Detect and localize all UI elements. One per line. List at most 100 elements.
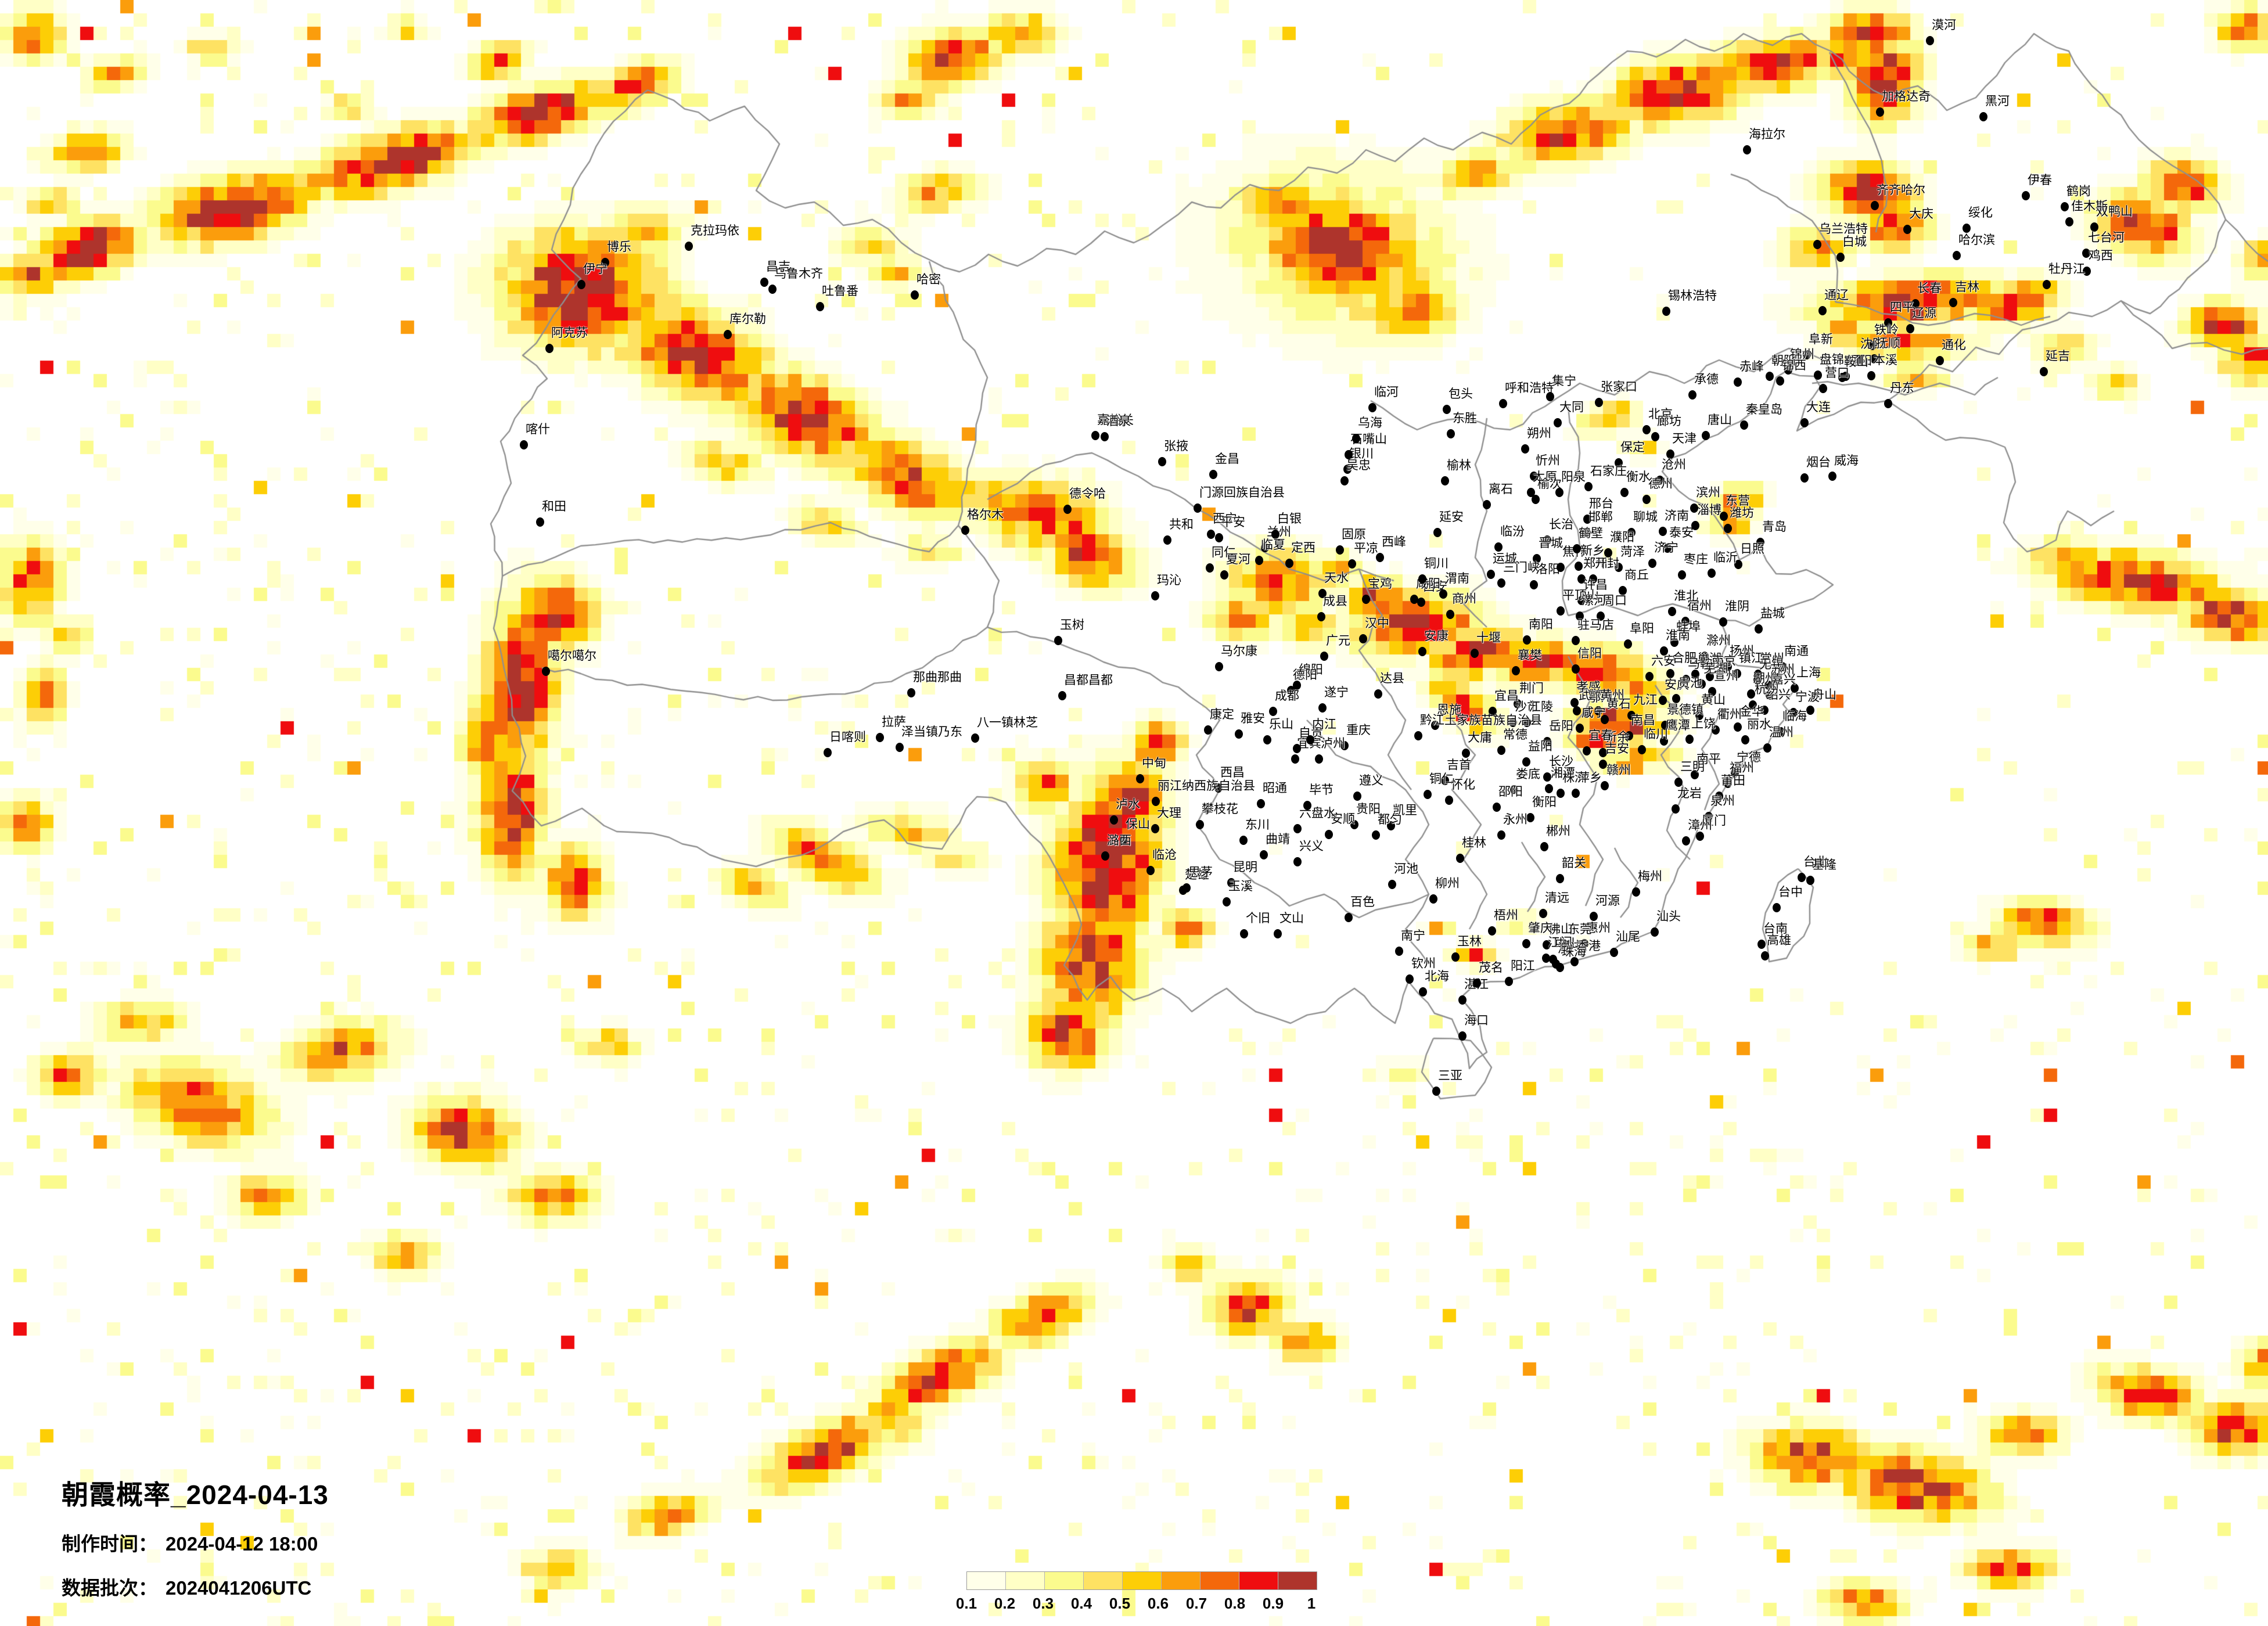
- city-label: 泸水: [1116, 798, 1140, 811]
- city-dot: [1753, 675, 1762, 685]
- city-dot: [1766, 690, 1774, 700]
- city-dot: [824, 748, 832, 757]
- city-dot: [1747, 689, 1755, 699]
- city-label: 吉安: [1605, 742, 1629, 756]
- city-dot: [1207, 530, 1215, 539]
- city-dot: [1876, 107, 1884, 117]
- city-label: 南通: [1784, 645, 1809, 658]
- city-label: 大同: [1559, 401, 1584, 414]
- city-label: 牡丹江: [2048, 262, 2085, 276]
- city-label: 扬州: [1730, 645, 1754, 658]
- city-dot: [1317, 612, 1325, 621]
- city-label: 吉首: [1447, 758, 1471, 772]
- city-label: 福州: [1730, 761, 1754, 775]
- city-dot: [1764, 681, 1773, 690]
- city-dot: [1936, 356, 1944, 365]
- city-label: 运城: [1493, 552, 1517, 566]
- city-dot: [1509, 718, 1517, 727]
- city-label: 通化: [1942, 339, 1966, 352]
- city-label: 泰安: [1669, 526, 1694, 539]
- city-dot: [1870, 354, 1878, 364]
- city-label: 遵义: [1359, 774, 1383, 787]
- city-dot: [1743, 145, 1751, 154]
- city-dot: [1458, 1031, 1467, 1041]
- city-label: 临海: [1782, 710, 1807, 723]
- city-label: 上饶: [1691, 717, 1716, 731]
- city-dot: [1734, 377, 1742, 387]
- legend-swatch: [1005, 1572, 1044, 1589]
- city-label: 哈密: [916, 273, 941, 286]
- city-label: 宝鸡: [1368, 577, 1392, 591]
- city-label: 锦西: [1782, 359, 1806, 372]
- city-label: 那曲那曲: [913, 671, 962, 684]
- city-label: 湘潭: [1551, 767, 1575, 780]
- city-dot: [1505, 977, 1513, 986]
- city-label: 宁波: [1795, 690, 1820, 704]
- city-label: 南阳: [1529, 618, 1553, 631]
- city-label: 内江: [1312, 718, 1336, 731]
- city-dot: [1530, 580, 1538, 589]
- city-label: 邢台: [1589, 497, 1613, 510]
- city-label: 赤峰: [1739, 360, 1764, 373]
- city-label: 太原: [1533, 470, 1557, 484]
- city-dot: [1054, 636, 1062, 645]
- legend-tick-label: 1: [1307, 1595, 1316, 1612]
- city-label: 三亚: [1438, 1069, 1462, 1082]
- city-label: 都匀: [1378, 813, 1402, 826]
- city-label: 乐山: [1269, 718, 1293, 731]
- city-label: 沙市: [1515, 700, 1539, 714]
- city-label: 海口: [1464, 1014, 1489, 1027]
- city-dot: [1554, 418, 1562, 427]
- city-dot: [911, 290, 919, 300]
- city-label: 集宁: [1552, 375, 1576, 388]
- city-dot: [1776, 376, 1784, 386]
- city-label: 和田: [542, 500, 566, 513]
- city-label: 延安: [1439, 510, 1464, 524]
- city-label: 舟山: [1812, 688, 1836, 702]
- city-dot: [1814, 370, 1822, 380]
- city-label: 厦门: [1702, 814, 1726, 828]
- city-dot: [1773, 903, 1781, 912]
- city-label: 金华: [1739, 705, 1764, 718]
- city-label: 绵阳: [1299, 663, 1323, 677]
- city-dot: [1499, 399, 1507, 408]
- city-dot: [1418, 574, 1426, 584]
- city-dot: [1497, 578, 1505, 588]
- city-dot: [1362, 595, 1370, 604]
- city-dot: [1374, 689, 1382, 699]
- city-label: 宜春: [1588, 729, 1613, 742]
- city-dot: [1784, 365, 1792, 375]
- city-label: 攀枝花: [1202, 803, 1238, 816]
- city-label: 开封: [1595, 557, 1619, 570]
- city-label: 阳江: [1511, 959, 1535, 973]
- city-label: 潞西: [1107, 834, 1131, 847]
- city-dot: [876, 733, 884, 742]
- city-label: 北海: [1425, 970, 1449, 983]
- city-dot: [1441, 476, 1449, 485]
- city-dot: [1953, 251, 1961, 260]
- city-label: 漠河: [1932, 19, 1956, 32]
- data-batch-label: 数据批次：: [62, 1578, 157, 1599]
- city-label: 保山: [1126, 818, 1150, 831]
- legend-swatch: [1200, 1572, 1239, 1589]
- city-dot: [1483, 500, 1491, 509]
- city-dot: [1575, 562, 1583, 571]
- city-dot: [1595, 398, 1603, 407]
- city-dot: [1269, 707, 1277, 716]
- city-label: 苏州: [1770, 663, 1795, 677]
- city-label: 滨州: [1696, 486, 1720, 499]
- city-dot: [1473, 979, 1481, 988]
- city-dot: [1789, 708, 1798, 717]
- city-label: 邯郸: [1588, 510, 1613, 524]
- city-dot: [1642, 425, 1651, 434]
- city-label: 宜昌: [1494, 689, 1519, 703]
- city-label: 十堰: [1476, 631, 1501, 645]
- city-dot: [1624, 639, 1632, 649]
- city-label: 长春: [1917, 282, 1942, 295]
- city-dot: [685, 242, 693, 251]
- city-label: 伊春: [2028, 174, 2052, 187]
- city-dot: [1526, 813, 1534, 822]
- legend-swatch: [1161, 1572, 1200, 1589]
- city-dot: [1350, 820, 1358, 829]
